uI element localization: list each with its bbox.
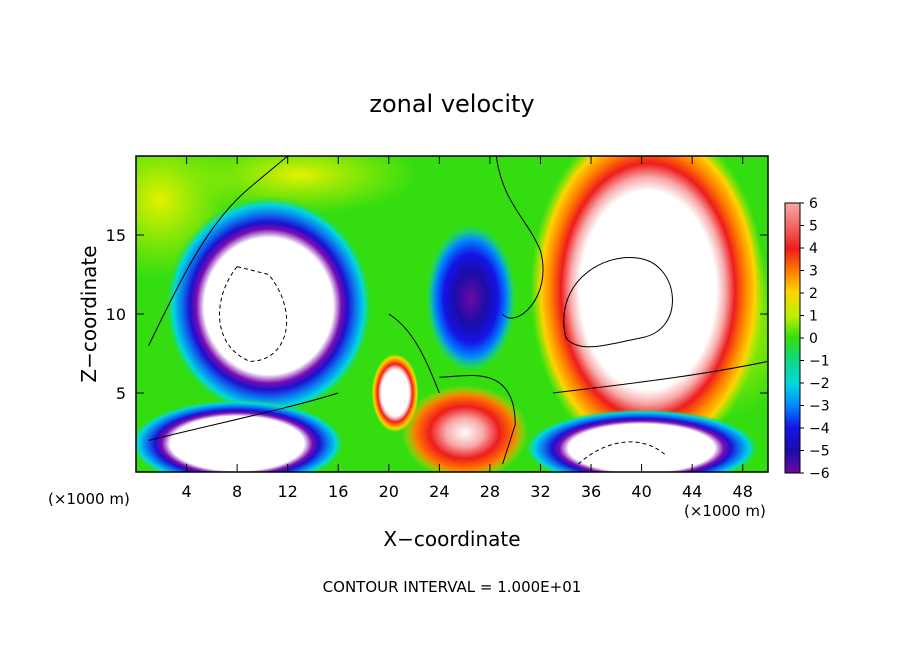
y-tick-label: 5 [116, 384, 126, 403]
contour-line [148, 156, 289, 346]
y-tick-label: 10 [106, 305, 126, 324]
x-tick-label: 40 [631, 482, 651, 501]
x-tick-label: 12 [278, 482, 298, 501]
colorbar-label: 6 [809, 196, 818, 212]
contour-line [148, 392, 339, 441]
x-tick-label: 20 [379, 482, 399, 501]
x-tick-label: 8 [232, 482, 242, 501]
field-feature-negative-core [425, 224, 517, 372]
colorbar-label: 3 [809, 264, 818, 280]
field-feature-saturated-negative [136, 399, 345, 472]
x-tick-label: 32 [530, 482, 550, 501]
colorbar-label: 2 [809, 286, 818, 302]
x-tick-label: 44 [682, 482, 702, 501]
colorbar-label: 1 [809, 309, 818, 325]
contour-line [495, 156, 544, 319]
x-tick-label: 24 [429, 482, 449, 501]
x-tick-label: 16 [328, 482, 348, 501]
x-tick-label: 48 [733, 482, 753, 501]
field-feature-warm-band [401, 385, 528, 472]
colorbar-label: 0 [809, 331, 818, 347]
colorbar-label: −6 [809, 466, 830, 482]
colorbar-label: −4 [809, 421, 830, 437]
contour-line [439, 374, 516, 465]
colorbar-label: −2 [809, 376, 830, 392]
contour-line [578, 441, 668, 465]
x-unit-right: (×1000 m) [684, 502, 766, 520]
y-axis-label: Z−coordinate [77, 245, 101, 382]
x-axis-label: X−coordinate [383, 527, 520, 551]
x-tick-label: 28 [480, 482, 500, 501]
field-feature-saturated-negative [164, 195, 373, 417]
y-axis: 5 10 15 [106, 226, 768, 403]
contour-line [553, 360, 768, 394]
x-tick-label: 36 [581, 482, 601, 501]
field-feature-saturated-positive [530, 156, 766, 462]
y-tick-label: 15 [106, 226, 126, 245]
field-feature-saturated-positive [371, 353, 419, 433]
contour-line [219, 266, 288, 362]
x-unit-left: (×1000 m) [48, 490, 130, 508]
velocity-field [136, 156, 768, 472]
colorbar-label: 4 [809, 241, 818, 257]
field-feature-saturated-negative [524, 409, 760, 472]
colorbar-label: 5 [809, 219, 818, 235]
colorbar [784, 202, 801, 474]
x-tick-label: 4 [181, 482, 191, 501]
colorbar-label: −1 [809, 354, 830, 370]
chart-title: zonal velocity [369, 90, 534, 118]
contour-line [563, 257, 673, 348]
contour-interval-note: CONTOUR INTERVAL = 1.000E+01 [323, 578, 582, 596]
x-axis: 4 8 12 16 20 24 28 32 36 40 44 48 [181, 156, 753, 501]
colorbar-label: −5 [809, 444, 830, 460]
colorbar-label: −3 [809, 399, 830, 415]
contour-line [388, 313, 440, 394]
colorbar-ticks: 6 5 4 3 2 1 0 −1 −2 −3 −4 −5 −6 [800, 196, 830, 482]
